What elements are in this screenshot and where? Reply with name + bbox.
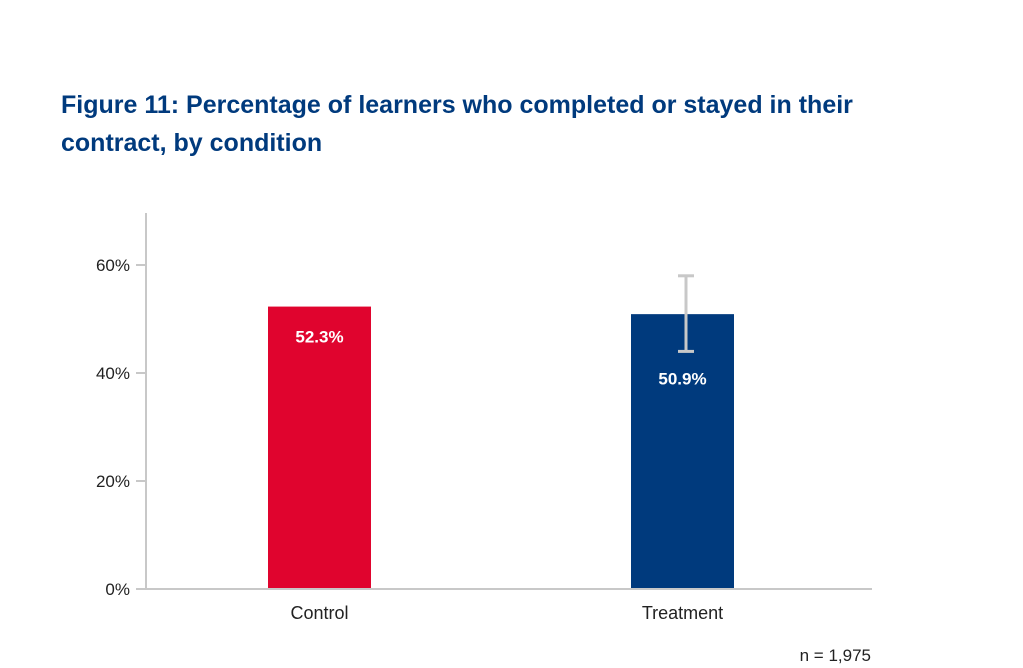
bar-control (268, 306, 371, 589)
y-tick-label: 60% (96, 256, 130, 275)
x-axis: Control Treatment (136, 588, 872, 623)
value-label-treatment: 50.9% (658, 369, 706, 388)
y-tick-label: 0% (105, 580, 130, 599)
chart-title: Figure 11: Percentage of learners who co… (61, 91, 853, 157)
value-labels: 52.3% 50.9% (295, 328, 706, 389)
x-category-label: Treatment (642, 603, 723, 623)
y-tick-label: 20% (96, 472, 130, 491)
sample-size-note: n = 1,975 (799, 646, 871, 665)
bar-treatment (631, 314, 734, 589)
y-axis: 0% 20% 40% 60% (96, 213, 147, 599)
error-bars (678, 274, 694, 353)
value-label-control: 52.3% (295, 328, 343, 347)
y-tick-label: 40% (96, 364, 130, 383)
bars (268, 306, 734, 589)
x-category-label: Control (290, 603, 348, 623)
